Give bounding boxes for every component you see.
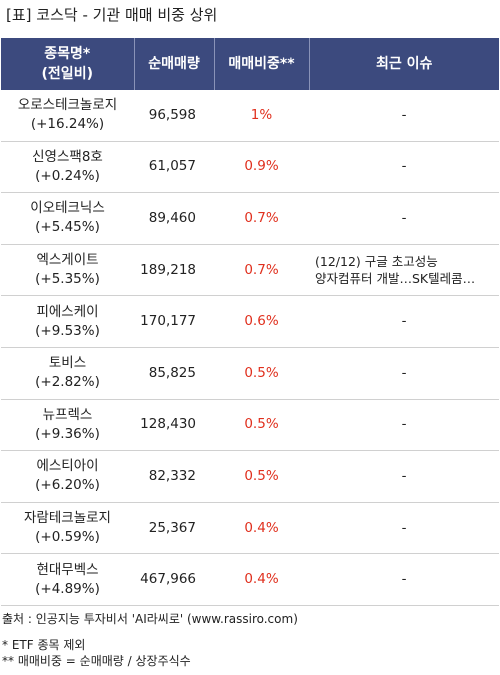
trade-ratio: 0.5% bbox=[214, 347, 309, 400]
header-volume: 순매매량 bbox=[134, 38, 215, 90]
table-row: 토비스 (+2.82%) 85,825 0.5% - bbox=[1, 347, 499, 400]
stock-name-cell: 현대무벡스 (+4.89%) bbox=[1, 553, 134, 606]
stock-name-cell: 엑스게이트 (+5.35%) bbox=[1, 244, 134, 297]
stock-name: 현대무벡스 bbox=[36, 561, 99, 578]
stock-name-cell: 오로스테크놀로지 (+16.24%) bbox=[1, 90, 134, 142]
trade-ratio: 0.5% bbox=[214, 399, 309, 452]
stock-name: 엑스게이트 bbox=[36, 252, 99, 269]
header-name-line2: (전일비) bbox=[41, 66, 93, 82]
stock-change: (+6.20%) bbox=[35, 477, 100, 494]
table-row: 뉴프렉스 (+9.36%) 128,430 0.5% - bbox=[1, 399, 499, 452]
source-note: 출처 : 인공지능 투자비서 'AI라씨로' (www.rassiro.com) bbox=[2, 612, 298, 626]
trade-ratio: 0.5% bbox=[214, 450, 309, 503]
stock-name-cell: 뉴프렉스 (+9.36%) bbox=[1, 399, 134, 452]
table-row: 오로스테크놀로지 (+16.24%) 96,598 1% - bbox=[1, 90, 499, 142]
net-volume: 128,430 bbox=[134, 399, 214, 452]
net-volume: 61,057 bbox=[134, 141, 214, 194]
table-row: 현대무벡스 (+4.89%) 467,966 0.4% - bbox=[1, 553, 499, 606]
stock-name-cell: 에스티아이 (+6.20%) bbox=[1, 450, 134, 503]
stock-name-cell: 이오테크닉스 (+5.45%) bbox=[1, 192, 134, 245]
net-volume: 189,218 bbox=[134, 244, 214, 297]
net-volume: 170,177 bbox=[134, 295, 214, 348]
table-title: [표] 코스닥 - 기관 매매 비중 상위 bbox=[6, 6, 218, 24]
header-ratio: 매매비중** bbox=[214, 38, 310, 90]
net-volume: 82,332 bbox=[134, 450, 214, 503]
issue-line: (12/12) 구글 초고성능 bbox=[315, 254, 438, 270]
stock-name: 오로스테크놀로지 bbox=[17, 97, 118, 114]
net-volume: 89,460 bbox=[134, 192, 214, 245]
header-row: 종목명* (전일비) 순매매량 매매비중** 최근 이슈 bbox=[1, 38, 499, 90]
net-volume: 85,825 bbox=[134, 347, 214, 400]
stock-name: 자람테크놀로지 bbox=[24, 510, 111, 527]
stock-name: 에스티아이 bbox=[36, 458, 99, 475]
header-issue: 최근 이슈 bbox=[309, 38, 499, 90]
table-row: 이오테크닉스 (+5.45%) 89,460 0.7% - bbox=[1, 192, 499, 245]
trade-ratio: 0.7% bbox=[214, 244, 309, 297]
stock-name: 토비스 bbox=[48, 355, 87, 372]
recent-issue: - bbox=[309, 90, 499, 142]
footnote-etf: * ETF 종목 제외 bbox=[2, 638, 86, 652]
stock-change: (+0.24%) bbox=[35, 167, 100, 184]
trade-ratio: 0.4% bbox=[214, 553, 309, 606]
recent-issue: - bbox=[309, 192, 499, 245]
stock-name: 피에스케이 bbox=[36, 303, 99, 320]
stock-name-cell: 토비스 (+2.82%) bbox=[1, 347, 134, 400]
recent-issue: - bbox=[309, 399, 499, 452]
stock-change: (+2.82%) bbox=[35, 374, 100, 391]
institution-trading-table: 종목명* (전일비) 순매매량 매매비중** 최근 이슈 오로스테크놀로지 (+1… bbox=[1, 38, 499, 606]
recent-issue: - bbox=[309, 141, 499, 194]
stock-change: (+4.89%) bbox=[35, 580, 100, 597]
stock-change: (+5.35%) bbox=[35, 271, 100, 288]
trade-ratio: 1% bbox=[214, 90, 309, 142]
header-name-line1: 종목명* bbox=[44, 46, 91, 62]
net-volume: 467,966 bbox=[134, 553, 214, 606]
stock-change: (+9.53%) bbox=[35, 322, 100, 339]
stock-name: 뉴프렉스 bbox=[42, 406, 93, 423]
recent-issue: - bbox=[309, 295, 499, 348]
stock-name-cell: 자람테크놀로지 (+0.59%) bbox=[1, 502, 134, 555]
recent-issue: - bbox=[309, 347, 499, 400]
table-row: 신영스팩8호 (+0.24%) 61,057 0.9% - bbox=[1, 141, 499, 194]
recent-issue: - bbox=[309, 502, 499, 555]
net-volume: 96,598 bbox=[134, 90, 214, 142]
stock-change: (+16.24%) bbox=[30, 116, 105, 133]
stock-change: (+0.59%) bbox=[35, 529, 100, 546]
recent-issue: - bbox=[309, 553, 499, 606]
issue-line: 양자컴퓨터 개발…SK텔레콤… bbox=[315, 271, 476, 287]
stock-change: (+9.36%) bbox=[35, 425, 100, 442]
stock-name: 이오테크닉스 bbox=[30, 200, 105, 217]
trade-ratio: 0.6% bbox=[214, 295, 309, 348]
table-row: 자람테크놀로지 (+0.59%) 25,367 0.4% - bbox=[1, 502, 499, 555]
table-row: 피에스케이 (+9.53%) 170,177 0.6% - bbox=[1, 295, 499, 348]
footnote-ratio: ** 매매비중 = 순매매량 / 상장주식수 bbox=[2, 654, 191, 668]
trade-ratio: 0.9% bbox=[214, 141, 309, 194]
stock-name-cell: 피에스케이 (+9.53%) bbox=[1, 295, 134, 348]
net-volume: 25,367 bbox=[134, 502, 214, 555]
stock-name: 신영스팩8호 bbox=[32, 148, 103, 165]
header-name: 종목명* (전일비) bbox=[1, 38, 135, 90]
trade-ratio: 0.4% bbox=[214, 502, 309, 555]
table-row: 엑스게이트 (+5.35%) 189,218 0.7% (12/12) 구글 초고… bbox=[1, 244, 499, 297]
recent-issue: - bbox=[309, 450, 499, 503]
table-row: 에스티아이 (+6.20%) 82,332 0.5% - bbox=[1, 450, 499, 503]
stock-change: (+5.45%) bbox=[35, 219, 100, 236]
stock-name-cell: 신영스팩8호 (+0.24%) bbox=[1, 141, 134, 194]
trade-ratio: 0.7% bbox=[214, 192, 309, 245]
recent-issue: (12/12) 구글 초고성능 양자컴퓨터 개발…SK텔레콤… bbox=[309, 244, 499, 297]
